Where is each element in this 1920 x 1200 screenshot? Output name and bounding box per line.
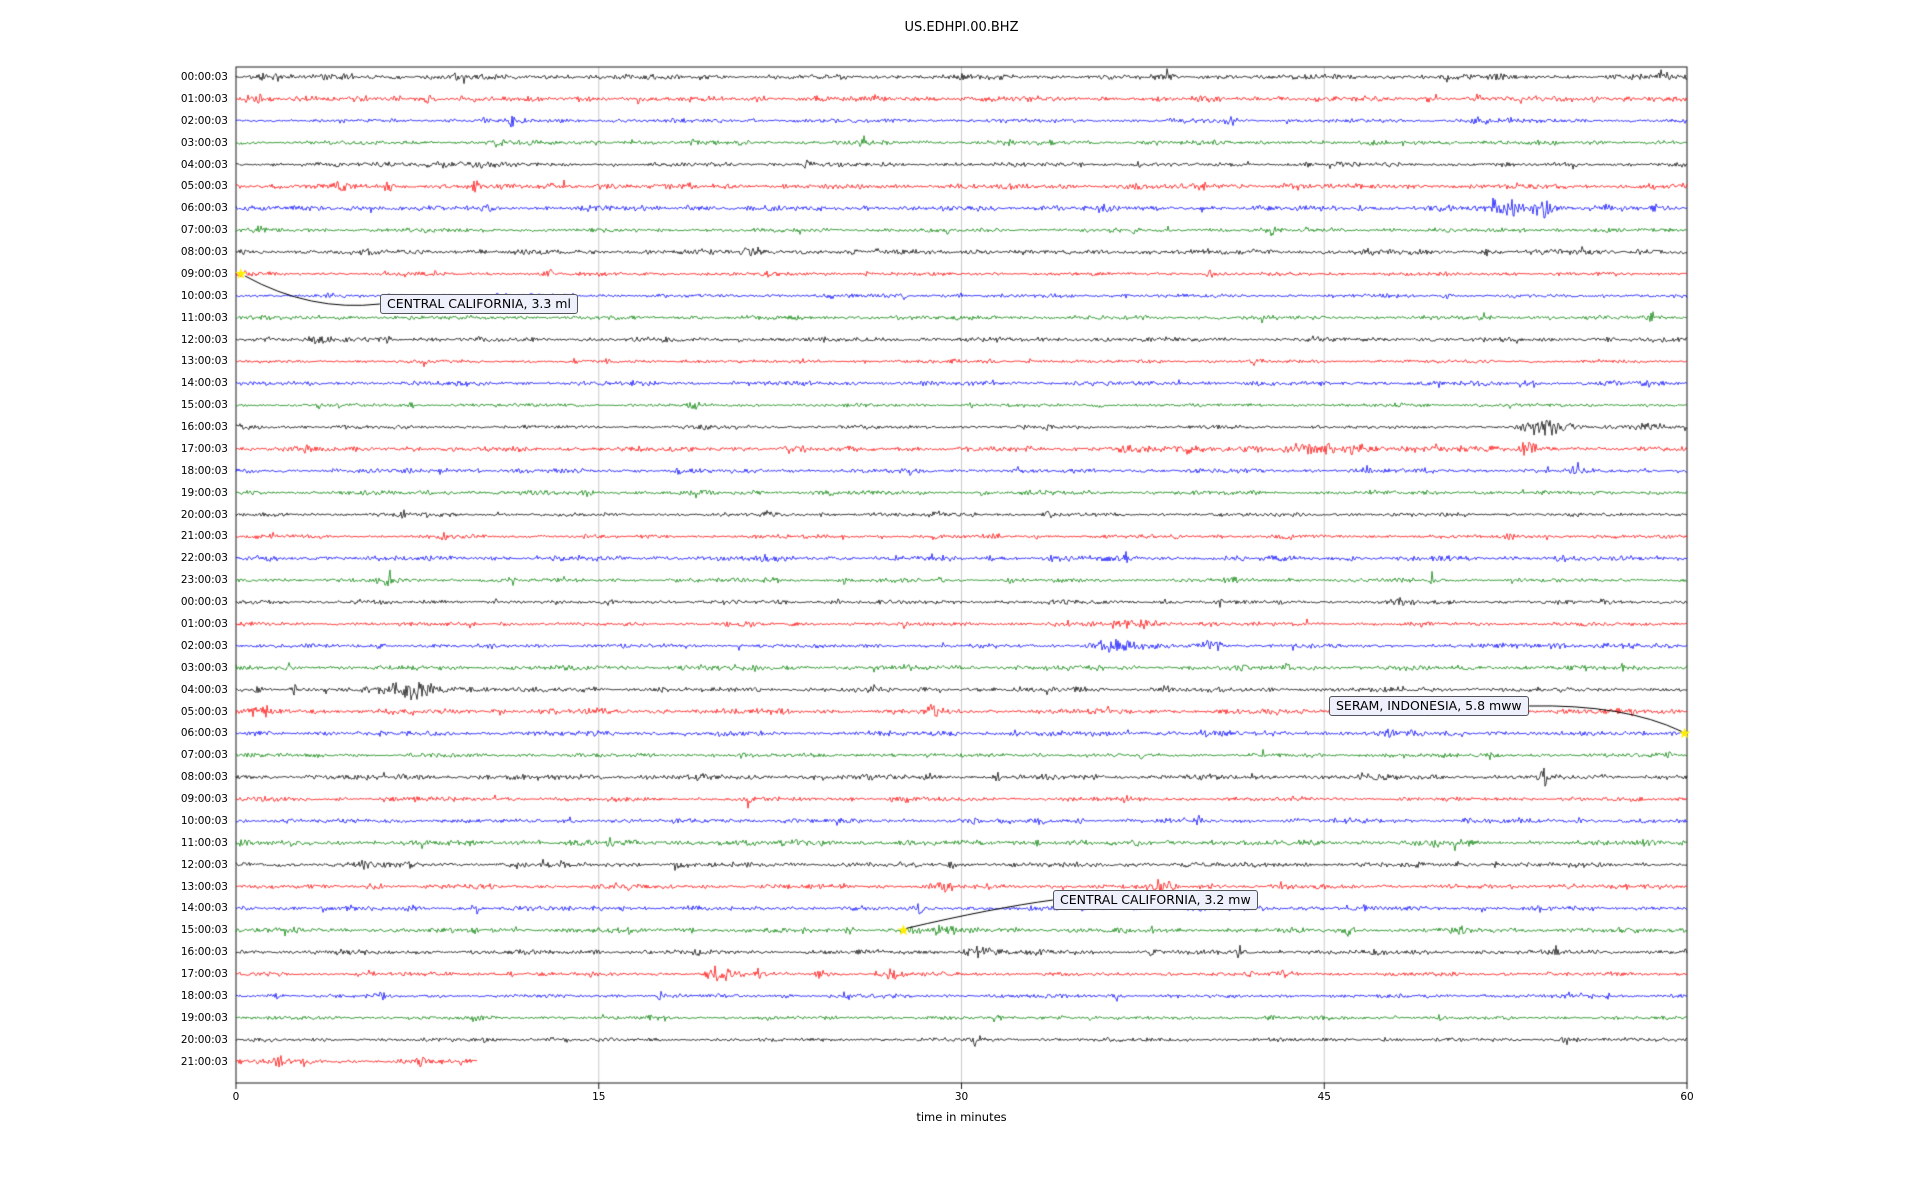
row-label: 22:00:03 — [180, 552, 228, 565]
x-tick-label: 60 — [1680, 1091, 1694, 1103]
row-label: 05:00:03 — [180, 180, 228, 193]
row-label: 21:00:03 — [180, 530, 228, 543]
x-tick-label: 30 — [954, 1091, 969, 1103]
row-label: 14:00:03 — [180, 902, 228, 915]
row-label: 04:00:03 — [180, 158, 228, 171]
row-label: 17:00:03 — [180, 442, 228, 455]
row-label: 08:00:03 — [180, 771, 228, 784]
row-label: 10:00:03 — [180, 289, 228, 302]
row-label: 06:00:03 — [180, 727, 228, 740]
row-label: 08:00:03 — [180, 246, 228, 259]
row-label: 18:00:03 — [180, 464, 228, 477]
row-label: 13:00:03 — [180, 355, 228, 368]
row-label: 09:00:03 — [180, 267, 228, 280]
row-label: 01:00:03 — [180, 92, 228, 105]
row-label: 14:00:03 — [180, 377, 228, 390]
row-label: 21:00:03 — [180, 1055, 228, 1068]
row-label: 15:00:03 — [180, 399, 228, 412]
row-label: 09:00:03 — [180, 793, 228, 806]
row-label: 15:00:03 — [180, 924, 228, 937]
x-axis-title: time in minutes — [916, 1110, 1007, 1124]
row-label: 13:00:03 — [180, 880, 228, 893]
row-label: 16:00:03 — [180, 421, 228, 434]
row-label: 20:00:03 — [180, 508, 228, 521]
row-label: 00:00:03 — [180, 71, 228, 83]
chart-title: US.EDHPI.00.BHZ — [904, 20, 1019, 35]
row-label: 02:00:03 — [180, 114, 228, 127]
row-label: 10:00:03 — [180, 814, 228, 827]
row-label: 12:00:03 — [180, 858, 228, 871]
x-tick-label: 15 — [592, 1091, 606, 1103]
row-label: 07:00:03 — [180, 224, 228, 237]
row-label: 19:00:03 — [180, 1011, 228, 1024]
row-label: 04:00:03 — [180, 683, 228, 696]
row-label: 05:00:03 — [180, 705, 228, 718]
event-annotation-seram-indonesia: SERAM, INDONESIA, 5.8 mww — [1329, 696, 1529, 716]
row-label: 03:00:03 — [180, 661, 228, 674]
row-label: 03:00:03 — [180, 136, 228, 149]
row-label: 02:00:03 — [180, 639, 228, 652]
x-tick-label: 0 — [232, 1091, 240, 1103]
row-label: 18:00:03 — [180, 989, 228, 1002]
row-label: 17:00:03 — [180, 968, 228, 981]
row-label: 16:00:03 — [180, 946, 228, 959]
row-label: 12:00:03 — [180, 333, 228, 346]
row-label: 00:00:03 — [180, 596, 228, 609]
row-label: 11:00:03 — [180, 311, 228, 324]
x-tick-label: 45 — [1317, 1091, 1331, 1103]
row-label: 20:00:03 — [180, 1033, 228, 1046]
row-label: 11:00:03 — [180, 836, 228, 849]
event-annotation-central-california-32: CENTRAL CALIFORNIA, 3.2 mw — [1053, 890, 1258, 910]
event-annotation-central-california-33: CENTRAL CALIFORNIA, 3.3 ml — [380, 294, 578, 314]
row-label: 19:00:03 — [180, 486, 228, 499]
row-label: 01:00:03 — [180, 618, 228, 630]
row-label: 23:00:03 — [180, 574, 228, 587]
row-label: 07:00:03 — [180, 749, 228, 762]
row-label: 06:00:03 — [180, 202, 228, 215]
